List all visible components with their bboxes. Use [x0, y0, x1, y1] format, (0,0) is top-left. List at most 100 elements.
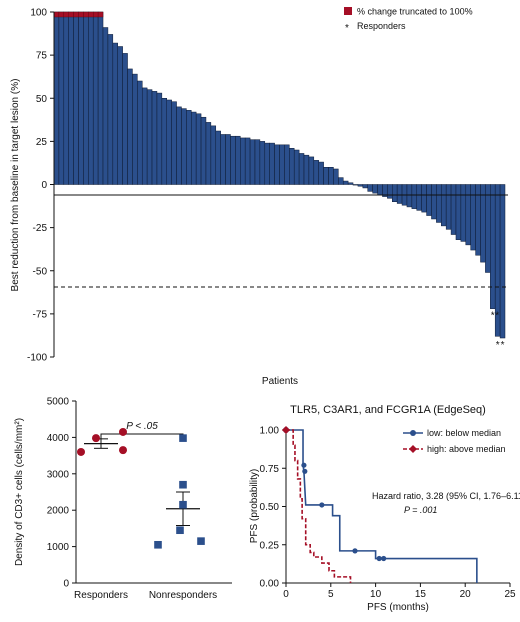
- waterfall-bar: [342, 180, 349, 185]
- waterfall-bar: [141, 87, 148, 185]
- waterfall-bar: [416, 184, 422, 211]
- waterfall-bar: [338, 177, 344, 185]
- waterfall-bar: [499, 184, 506, 339]
- waterfall-bar: [450, 184, 457, 235]
- legend-truncated-label: % change truncated to 100%: [357, 7, 473, 17]
- legend-low-label: low: below median: [427, 428, 501, 438]
- waterfall-bar: [480, 184, 486, 263]
- truncated-cap: [63, 11, 69, 18]
- waterfall-bar: [107, 34, 114, 185]
- waterfall-bar: [151, 91, 158, 185]
- km-hazard-ratio: Hazard ratio, 3.28 (95% CI, 1.76–6.11);: [372, 491, 520, 501]
- waterfall-bar: [88, 11, 94, 185]
- waterfall-bar: [357, 184, 364, 187]
- waterfall-bar: [68, 11, 74, 185]
- waterfall-bar: [436, 184, 442, 223]
- legend-truncated-swatch: [344, 7, 352, 15]
- waterfall-bar: [411, 184, 418, 209]
- legend-low-marker: [410, 430, 416, 436]
- waterfall-bar: [215, 130, 221, 185]
- waterfall-bar: [205, 122, 212, 185]
- km-x-tick-label: 25: [504, 589, 516, 600]
- dot-tick-label: 4000: [47, 433, 70, 444]
- km-x-tick-label: 10: [370, 589, 382, 600]
- waterfall-tick-label: -50: [33, 266, 48, 277]
- waterfall-bar: [406, 184, 413, 208]
- responder-star: *: [491, 311, 495, 322]
- truncated-cap: [78, 11, 84, 18]
- waterfall-responder-stars: * ** *: [491, 311, 505, 351]
- waterfall-bar: [387, 184, 393, 199]
- waterfall-bar: [441, 184, 447, 227]
- waterfall-bar: [137, 80, 143, 185]
- km-censor-mark: [301, 462, 307, 468]
- waterfall-bar: [73, 11, 79, 185]
- responder-star: *: [501, 340, 505, 351]
- dot-tick-label: 3000: [47, 469, 70, 480]
- waterfall-bar: [362, 184, 368, 189]
- truncated-cap: [73, 11, 79, 18]
- km-censor-mark: [376, 555, 382, 562]
- waterfall-bar: [465, 184, 471, 246]
- waterfall-bar: [293, 149, 300, 185]
- waterfall-bar: [127, 68, 133, 185]
- waterfall-bar: [112, 42, 118, 185]
- waterfall-bar: [195, 113, 202, 185]
- dot-tick-label: 1000: [47, 542, 70, 553]
- waterfall-bar: [53, 11, 60, 185]
- km-x-tick-label: 0: [283, 589, 289, 600]
- waterfall-bar: [352, 184, 359, 186]
- waterfall-bar: [181, 108, 187, 185]
- waterfall-bar: [445, 184, 452, 230]
- waterfall-bar: [259, 141, 266, 185]
- waterfall-y-label: Best reduction from baseline in target l…: [10, 79, 21, 292]
- waterfall-bars: [53, 11, 506, 339]
- km-x-tick-label: 15: [415, 589, 427, 600]
- truncated-cap: [83, 11, 89, 18]
- legend-high-label: high: above median: [427, 444, 506, 454]
- waterfall-legend: % change truncated to 100% * Responders: [344, 7, 473, 34]
- waterfall-x-label: Patients: [262, 376, 298, 387]
- waterfall-bar: [225, 134, 231, 185]
- waterfall-bar: [102, 27, 109, 185]
- nonresponder-point: [154, 540, 162, 549]
- waterfall-bar: [396, 184, 403, 204]
- km-censor-mark: [319, 502, 325, 508]
- waterfall-bar: [372, 184, 378, 194]
- responder-point: [92, 434, 100, 443]
- waterfall-bar: [264, 142, 270, 185]
- waterfall-bar: [269, 142, 275, 185]
- waterfall-bar: [318, 161, 324, 185]
- waterfall-bar: [122, 53, 128, 185]
- significance-bracket: [100, 433, 184, 441]
- waterfall-bar: [117, 46, 123, 185]
- dot-category-nonresponders: Nonresponders: [149, 590, 217, 601]
- km-y-tick-label: 1.00: [260, 426, 280, 437]
- dot-tick-label: 2000: [47, 506, 70, 517]
- dot-category-responders: Responders: [74, 590, 128, 601]
- waterfall-bar: [313, 160, 319, 185]
- waterfall-bar: [274, 144, 280, 185]
- waterfall-bar: [63, 11, 69, 185]
- waterfall-bar: [431, 184, 437, 220]
- waterfall-bar: [156, 92, 163, 185]
- waterfall-bar: [166, 99, 172, 185]
- legend-high-marker: [409, 445, 417, 453]
- km-x-tick-label: 20: [460, 589, 472, 600]
- waterfall-bar: [210, 125, 217, 185]
- km-curve-high: [286, 429, 352, 583]
- km-legend: low: below median high: above median: [403, 428, 506, 454]
- truncated-cap: [58, 11, 65, 18]
- km-censor-mark: [381, 555, 387, 562]
- km-y-ticks: 0.00 0.25 0.50 0.75 1.00: [260, 426, 286, 590]
- waterfall-tick-label: 25: [36, 137, 48, 148]
- waterfall-bar: [161, 98, 168, 185]
- waterfall-bar: [289, 148, 295, 185]
- waterfall-tick-label: 100: [30, 8, 47, 19]
- km-y-tick-label: 0.50: [260, 502, 280, 513]
- km-x-label: PFS (months): [367, 602, 429, 613]
- waterfall-tick-label: 50: [36, 94, 48, 105]
- waterfall-bar: [485, 184, 491, 273]
- waterfall-tick-label: -75: [33, 309, 48, 320]
